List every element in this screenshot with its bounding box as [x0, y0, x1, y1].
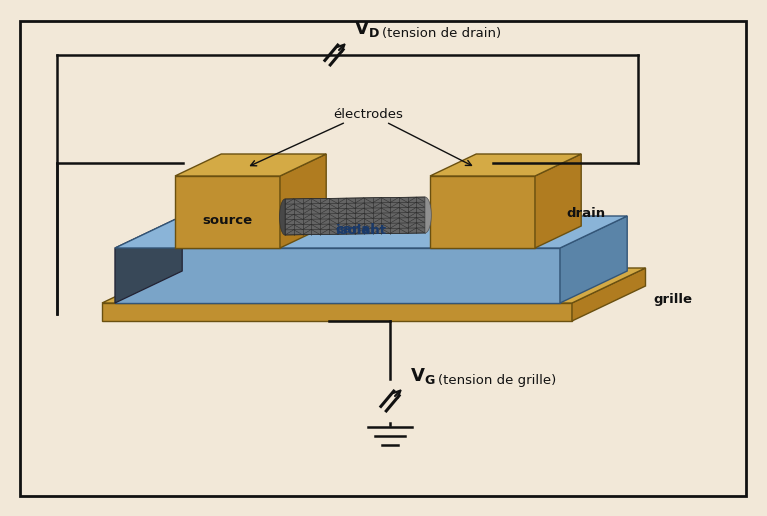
Polygon shape [115, 216, 183, 303]
Polygon shape [560, 216, 627, 303]
Polygon shape [430, 154, 581, 176]
Polygon shape [425, 197, 431, 233]
Text: (tension de drain): (tension de drain) [382, 27, 501, 40]
Text: $\mathbf{V_D}$: $\mathbf{V_D}$ [354, 19, 380, 39]
Text: drain: drain [566, 207, 605, 220]
Polygon shape [285, 197, 425, 235]
Polygon shape [175, 154, 326, 176]
Polygon shape [280, 154, 326, 248]
Text: $\mathbf{V_G}$: $\mathbf{V_G}$ [410, 366, 436, 386]
Polygon shape [115, 248, 560, 303]
Polygon shape [175, 176, 280, 248]
Text: électrodes: électrodes [333, 108, 403, 121]
Polygon shape [115, 216, 627, 248]
Text: source: source [202, 214, 252, 227]
Polygon shape [102, 268, 646, 303]
Text: isolant: isolant [335, 224, 387, 237]
Text: (tension de grille): (tension de grille) [438, 374, 556, 387]
Text: grille: grille [653, 293, 693, 307]
Text: canal: canal [335, 223, 375, 236]
Polygon shape [102, 303, 572, 321]
Polygon shape [572, 268, 646, 321]
Polygon shape [430, 176, 535, 248]
Polygon shape [535, 154, 581, 248]
Polygon shape [280, 199, 285, 235]
